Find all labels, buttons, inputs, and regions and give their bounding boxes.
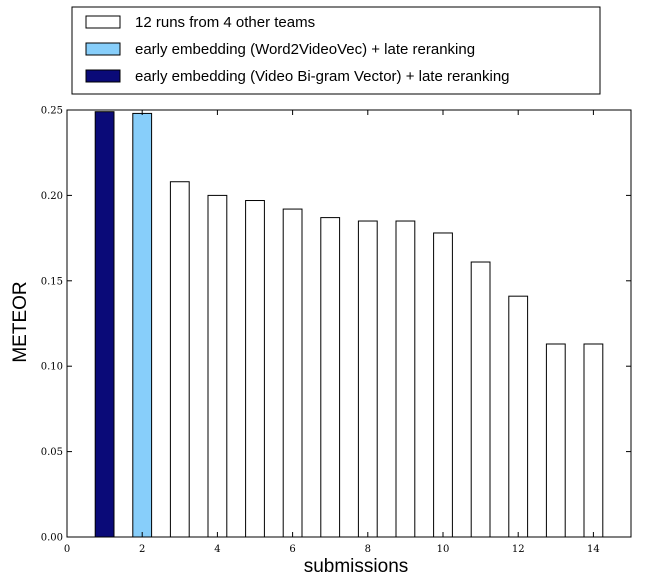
x-tick-label: 4 [214,544,220,555]
bar-9 [395,220,416,538]
legend-swatch-1 [85,15,121,29]
x-tick-label: 2 [139,544,145,555]
y-tick-label: 0.05 [41,447,63,458]
x-tick-label: 12 [512,544,525,555]
legend-label-1: 12 runs from 4 other teams [135,14,315,31]
axes: 0 2 4 6 8 10 12 14 0.00 0.05 0.10 0.15 0.20 0.25 [41,106,632,555]
bar-12 [508,295,529,538]
y-tick-label: 0.25 [41,106,63,117]
legend-label-3: early embedding (Video Bi-gram Vector) +… [135,68,510,85]
legend-box [71,6,601,95]
y-tick-label: 0.00 [41,533,63,544]
y-axis-label: METEOR [10,281,31,362]
bars [94,111,604,538]
bar-4 [207,194,228,538]
bar-3 [169,181,190,538]
y-tick-label: 0.20 [41,191,63,202]
bar-11 [470,261,491,538]
bar-14 [583,343,604,538]
y-tick-label: 0.10 [41,362,63,373]
bar-2 [132,112,153,538]
legend-label-2: early embedding (Word2VideoVec) + late r… [135,41,475,58]
bar-6 [282,208,303,538]
x-tick-label: 14 [587,544,600,555]
bar-13 [545,343,566,538]
x-tick-label: 0 [64,544,70,555]
y-tick-label: 0.15 [41,276,63,287]
x-axis-label: submissions [304,556,409,577]
bar-1 [94,111,115,538]
bar-7 [320,217,341,538]
bar-5 [245,200,265,538]
x-tick-label: 10 [437,544,450,555]
x-tick-label: 6 [289,544,295,555]
legend: 12 runs from 4 other teams early embeddin… [71,6,601,95]
bar-8 [357,220,378,538]
bar-10 [433,232,453,538]
x-tick-label: 8 [365,544,371,555]
legend-swatch-2 [85,42,121,56]
plot-frame [66,109,632,538]
legend-swatch-3 [85,69,121,83]
